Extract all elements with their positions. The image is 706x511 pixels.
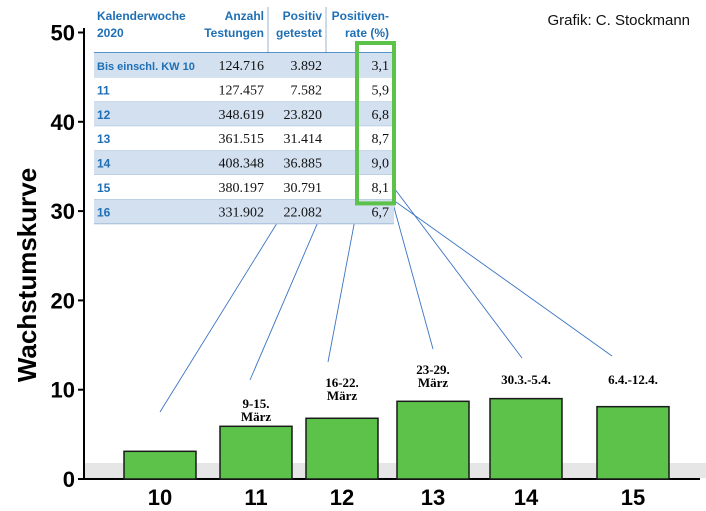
table-cell: 22.082 [284,205,323,220]
table-row [94,126,394,151]
bar-annotation: 23-29. März [416,362,450,390]
bar [219,425,293,480]
table-cell: 331.902 [219,205,265,220]
table-header-cell: Positiven- [332,9,389,23]
table-cell: 15 [97,181,111,195]
chart-credit: Grafik: C. Stockmann [547,12,690,29]
table-header-cell: Positiv [283,9,323,23]
table-cell: 8,7 [372,132,390,147]
bar-annotation: 6.4.-12.4. [608,372,658,387]
x-tick-label: 13 [421,485,445,510]
bar-annotation-line: 16-22. [325,375,359,390]
table-header-cell: rate (%) [345,26,389,40]
table-cell: 30.791 [284,181,323,196]
table-header-cell: getestet [276,26,322,40]
table-row [94,101,394,127]
bar-layer [123,397,670,480]
axis-layer: 0 10 20 30 40 50 10 11 12 13 14 15 [51,21,700,510]
table-row [94,77,394,102]
table-cell: 6,8 [372,108,390,123]
bar-annotation-line: 6.4.-12.4. [608,372,658,387]
y-tick-label: 20 [51,288,75,313]
table-cell: 3.892 [291,59,323,74]
x-tick-label: 15 [621,485,645,510]
table-cell: 9,0 [372,157,390,172]
table-row [94,150,394,175]
table-cell: 5,9 [372,83,390,98]
highlight-layer [355,41,396,206]
y-tick-label: 30 [51,199,75,224]
table-row [94,175,394,200]
table-cell: 13 [97,132,111,146]
bar [596,405,670,480]
table-cell: 31.414 [284,132,323,147]
table-cell: 127.457 [219,83,265,98]
table-cell: 7.582 [291,83,323,98]
table-header-cell: Testungen [204,26,264,40]
table-cell: 348.619 [219,108,265,123]
table-cell: 361.515 [219,132,265,147]
table-header-cell: Kalenderwoche [97,9,186,23]
bar-annotation-line: März [418,375,449,390]
table-cell: 408.348 [219,157,265,172]
bar-annotation: 16-22. März [325,375,359,403]
bar-annotation: 9-15. März [241,396,272,424]
table-cell: 16 [97,205,111,219]
y-tick-label: 10 [51,378,75,403]
table-cell: 11 [97,83,110,97]
highlight-box [355,41,396,206]
table-cell: 124.716 [219,59,265,74]
table-row [94,53,394,78]
bar-annotation: 30.3.-5.4. [501,372,551,387]
bar [305,417,379,480]
table-cell: 6,7 [372,205,390,220]
table-cell: 8,1 [372,181,390,196]
bar-annotation-line: 9-15. [242,396,269,411]
bar [123,450,197,480]
table-cell: 14 [97,157,111,171]
y-tick-label: 40 [51,110,75,135]
table-cell: 23.820 [284,108,323,123]
bar-annotation-line: März [241,409,272,424]
x-tick-label: 10 [148,485,172,510]
x-tick-label: 14 [514,485,539,510]
bar-annotation-line: 23-29. [416,362,450,377]
table-cell: Bis einschl. KW 10 [97,61,195,73]
y-axis-label: Wachstumskurve [12,168,42,382]
table-cell: 12 [97,108,111,122]
table-row [94,199,394,224]
y-tick-label: 50 [51,21,75,46]
x-tick-label: 11 [244,485,267,510]
bar [489,397,563,480]
table-cell: 36.885 [284,157,323,172]
table-cell: 3,1 [372,59,390,74]
table-cell: 380.197 [219,181,265,196]
y-tick-label: 0 [63,467,75,492]
bar [396,400,470,480]
bar-annotation-line: März [327,388,358,403]
data-table: Kalenderwoche 2020 Anzahl Testungen Positiv g… [94,5,394,225]
connector-line [374,162,523,359]
table-header-cell: Anzahl [225,9,264,23]
table-header-cell: 2020 [97,26,124,40]
connector-line [374,186,613,357]
bar-annotation-line: 30.3.-5.4. [501,372,551,387]
x-tick-label: 12 [330,485,354,510]
table-header-bg [94,5,394,53]
